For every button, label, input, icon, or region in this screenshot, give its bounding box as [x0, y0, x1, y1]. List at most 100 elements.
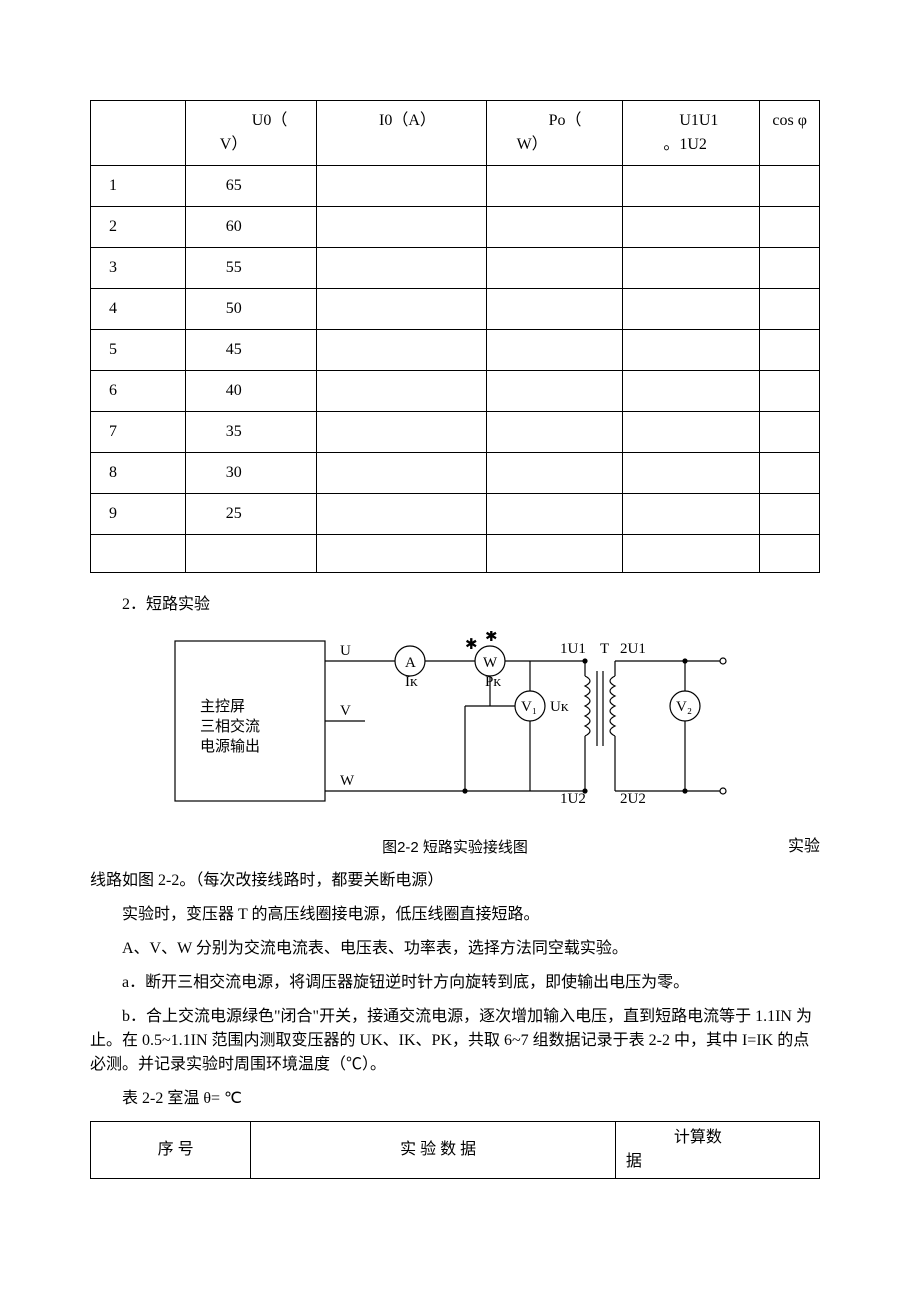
para-3: A、V、W 分别为交流电流表、电压表、功率表，选择方法同空载实验。: [90, 937, 820, 961]
para-6: 表 2-2 室温 θ= ℃: [90, 1087, 820, 1111]
cell: [316, 371, 486, 412]
cell: [760, 166, 820, 207]
circuit-svg: 主控屏 三相交流 电源输出 U A Iᴋ W ✱ ✱ Pᴋ 1U1 T V₁ U…: [165, 631, 745, 821]
cell-u0: 45: [185, 330, 316, 371]
cell: [760, 453, 820, 494]
cell-u0: 35: [185, 412, 316, 453]
table-row: [91, 535, 820, 573]
cell: [623, 371, 760, 412]
cell: [760, 535, 820, 573]
th-i0: I0（A）: [316, 101, 486, 166]
row-num: 9: [91, 494, 186, 535]
table-row: 165: [91, 166, 820, 207]
th-exp: 实 验 数 据: [251, 1122, 616, 1179]
row-num: 7: [91, 412, 186, 453]
th-blank: [91, 101, 186, 166]
cell: [623, 494, 760, 535]
th-u1u1: U1U1。1U2: [623, 101, 760, 166]
th-po: Po（W）: [486, 101, 623, 166]
table-row: 830: [91, 453, 820, 494]
asterisk-icon: ✱: [485, 631, 498, 645]
row-num: 4: [91, 289, 186, 330]
cell: [316, 207, 486, 248]
table-row: 355: [91, 248, 820, 289]
row-num: [91, 535, 186, 573]
cell: [316, 412, 486, 453]
table-header-row: U0（V） I0（A） Po（W） U1U1。1U2 cos φ: [91, 101, 820, 166]
cell: [760, 330, 820, 371]
box-line1: 主控屏: [200, 698, 245, 715]
table-u0: U0（V） I0（A） Po（W） U1U1。1U2 cos φ 165 260…: [90, 100, 820, 573]
para-2: 实验时，变压器 T 的高压线圈接电源，低压线圈直接短路。: [90, 903, 820, 927]
cell: [760, 289, 820, 330]
cell: [486, 166, 623, 207]
asterisk-icon: ✱: [465, 637, 478, 653]
section-title: 2．短路实验: [90, 593, 820, 617]
label-pk: Pᴋ: [485, 674, 501, 690]
circuit-figure: 主控屏 三相交流 电源输出 U A Iᴋ W ✱ ✱ Pᴋ 1U1 T V₁ U…: [90, 631, 820, 829]
row-num: 3: [91, 248, 186, 289]
cell: [486, 289, 623, 330]
label-1u1: 1U1: [560, 641, 586, 657]
table-row: 640: [91, 371, 820, 412]
row-num: 1: [91, 166, 186, 207]
cell: [486, 453, 623, 494]
para-4: a．断开三相交流电源，将调压器旋钮逆时针方向旋转到底，即使输出电压为零。: [90, 971, 820, 995]
cell: [486, 248, 623, 289]
table-row: 序 号 实 验 数 据 计算数据: [91, 1122, 820, 1179]
figure-caption-row: 图2-2 短路实验接线图 实验: [90, 835, 820, 859]
row-num: 8: [91, 453, 186, 494]
cell: [760, 248, 820, 289]
box-line2: 三相交流: [200, 717, 260, 735]
cell-u0: 40: [185, 371, 316, 412]
cell: [760, 207, 820, 248]
fig-right-word: 实验: [730, 835, 820, 859]
cell: [316, 289, 486, 330]
cell: [623, 166, 760, 207]
cell: [623, 207, 760, 248]
cell-u0: 25: [185, 494, 316, 535]
label-2u1: 2U1: [620, 641, 646, 657]
cell: [486, 494, 623, 535]
th-cos: cos φ: [760, 101, 820, 166]
para-1: 线路如图 2-2。（每次改接线路时，都要关断电源）: [90, 869, 820, 893]
cell-u0: 50: [185, 289, 316, 330]
label-w: W: [340, 773, 355, 789]
cell: [316, 535, 486, 573]
cell: [316, 248, 486, 289]
cell: [486, 535, 623, 573]
cell-u0: [185, 535, 316, 573]
cell: [486, 412, 623, 453]
cell: [316, 494, 486, 535]
row-num: 5: [91, 330, 186, 371]
cell: [623, 412, 760, 453]
ammeter-label: A: [405, 655, 416, 671]
cell-u0: 55: [185, 248, 316, 289]
cell: [316, 166, 486, 207]
th-u0: U0（V）: [185, 101, 316, 166]
figure-caption: 图2-2 短路实验接线图: [180, 837, 730, 860]
cell: [486, 371, 623, 412]
table-row: 260: [91, 207, 820, 248]
row-num: 6: [91, 371, 186, 412]
cell-u0: 65: [185, 166, 316, 207]
table-row: 925: [91, 494, 820, 535]
label-ik: Iᴋ: [405, 674, 418, 690]
wattmeter-label: W: [483, 655, 498, 671]
para-5: b．合上交流电源绿色"闭合"开关，接通交流电源，逐次增加输入电压，直到短路电流等…: [90, 1005, 820, 1077]
cell-u0: 60: [185, 207, 316, 248]
cell: [316, 330, 486, 371]
th-seq: 序 号: [91, 1122, 251, 1179]
label-2u2: 2U2: [620, 791, 646, 807]
table-row: 545: [91, 330, 820, 371]
cell: [623, 248, 760, 289]
label-t: T: [600, 641, 609, 657]
label-v: V: [340, 703, 351, 719]
cell: [760, 494, 820, 535]
cell: [623, 330, 760, 371]
label-u: U: [340, 643, 351, 659]
cell: [760, 371, 820, 412]
box-line3: 电源输出: [200, 738, 260, 755]
cell: [486, 330, 623, 371]
cell-u0: 30: [185, 453, 316, 494]
